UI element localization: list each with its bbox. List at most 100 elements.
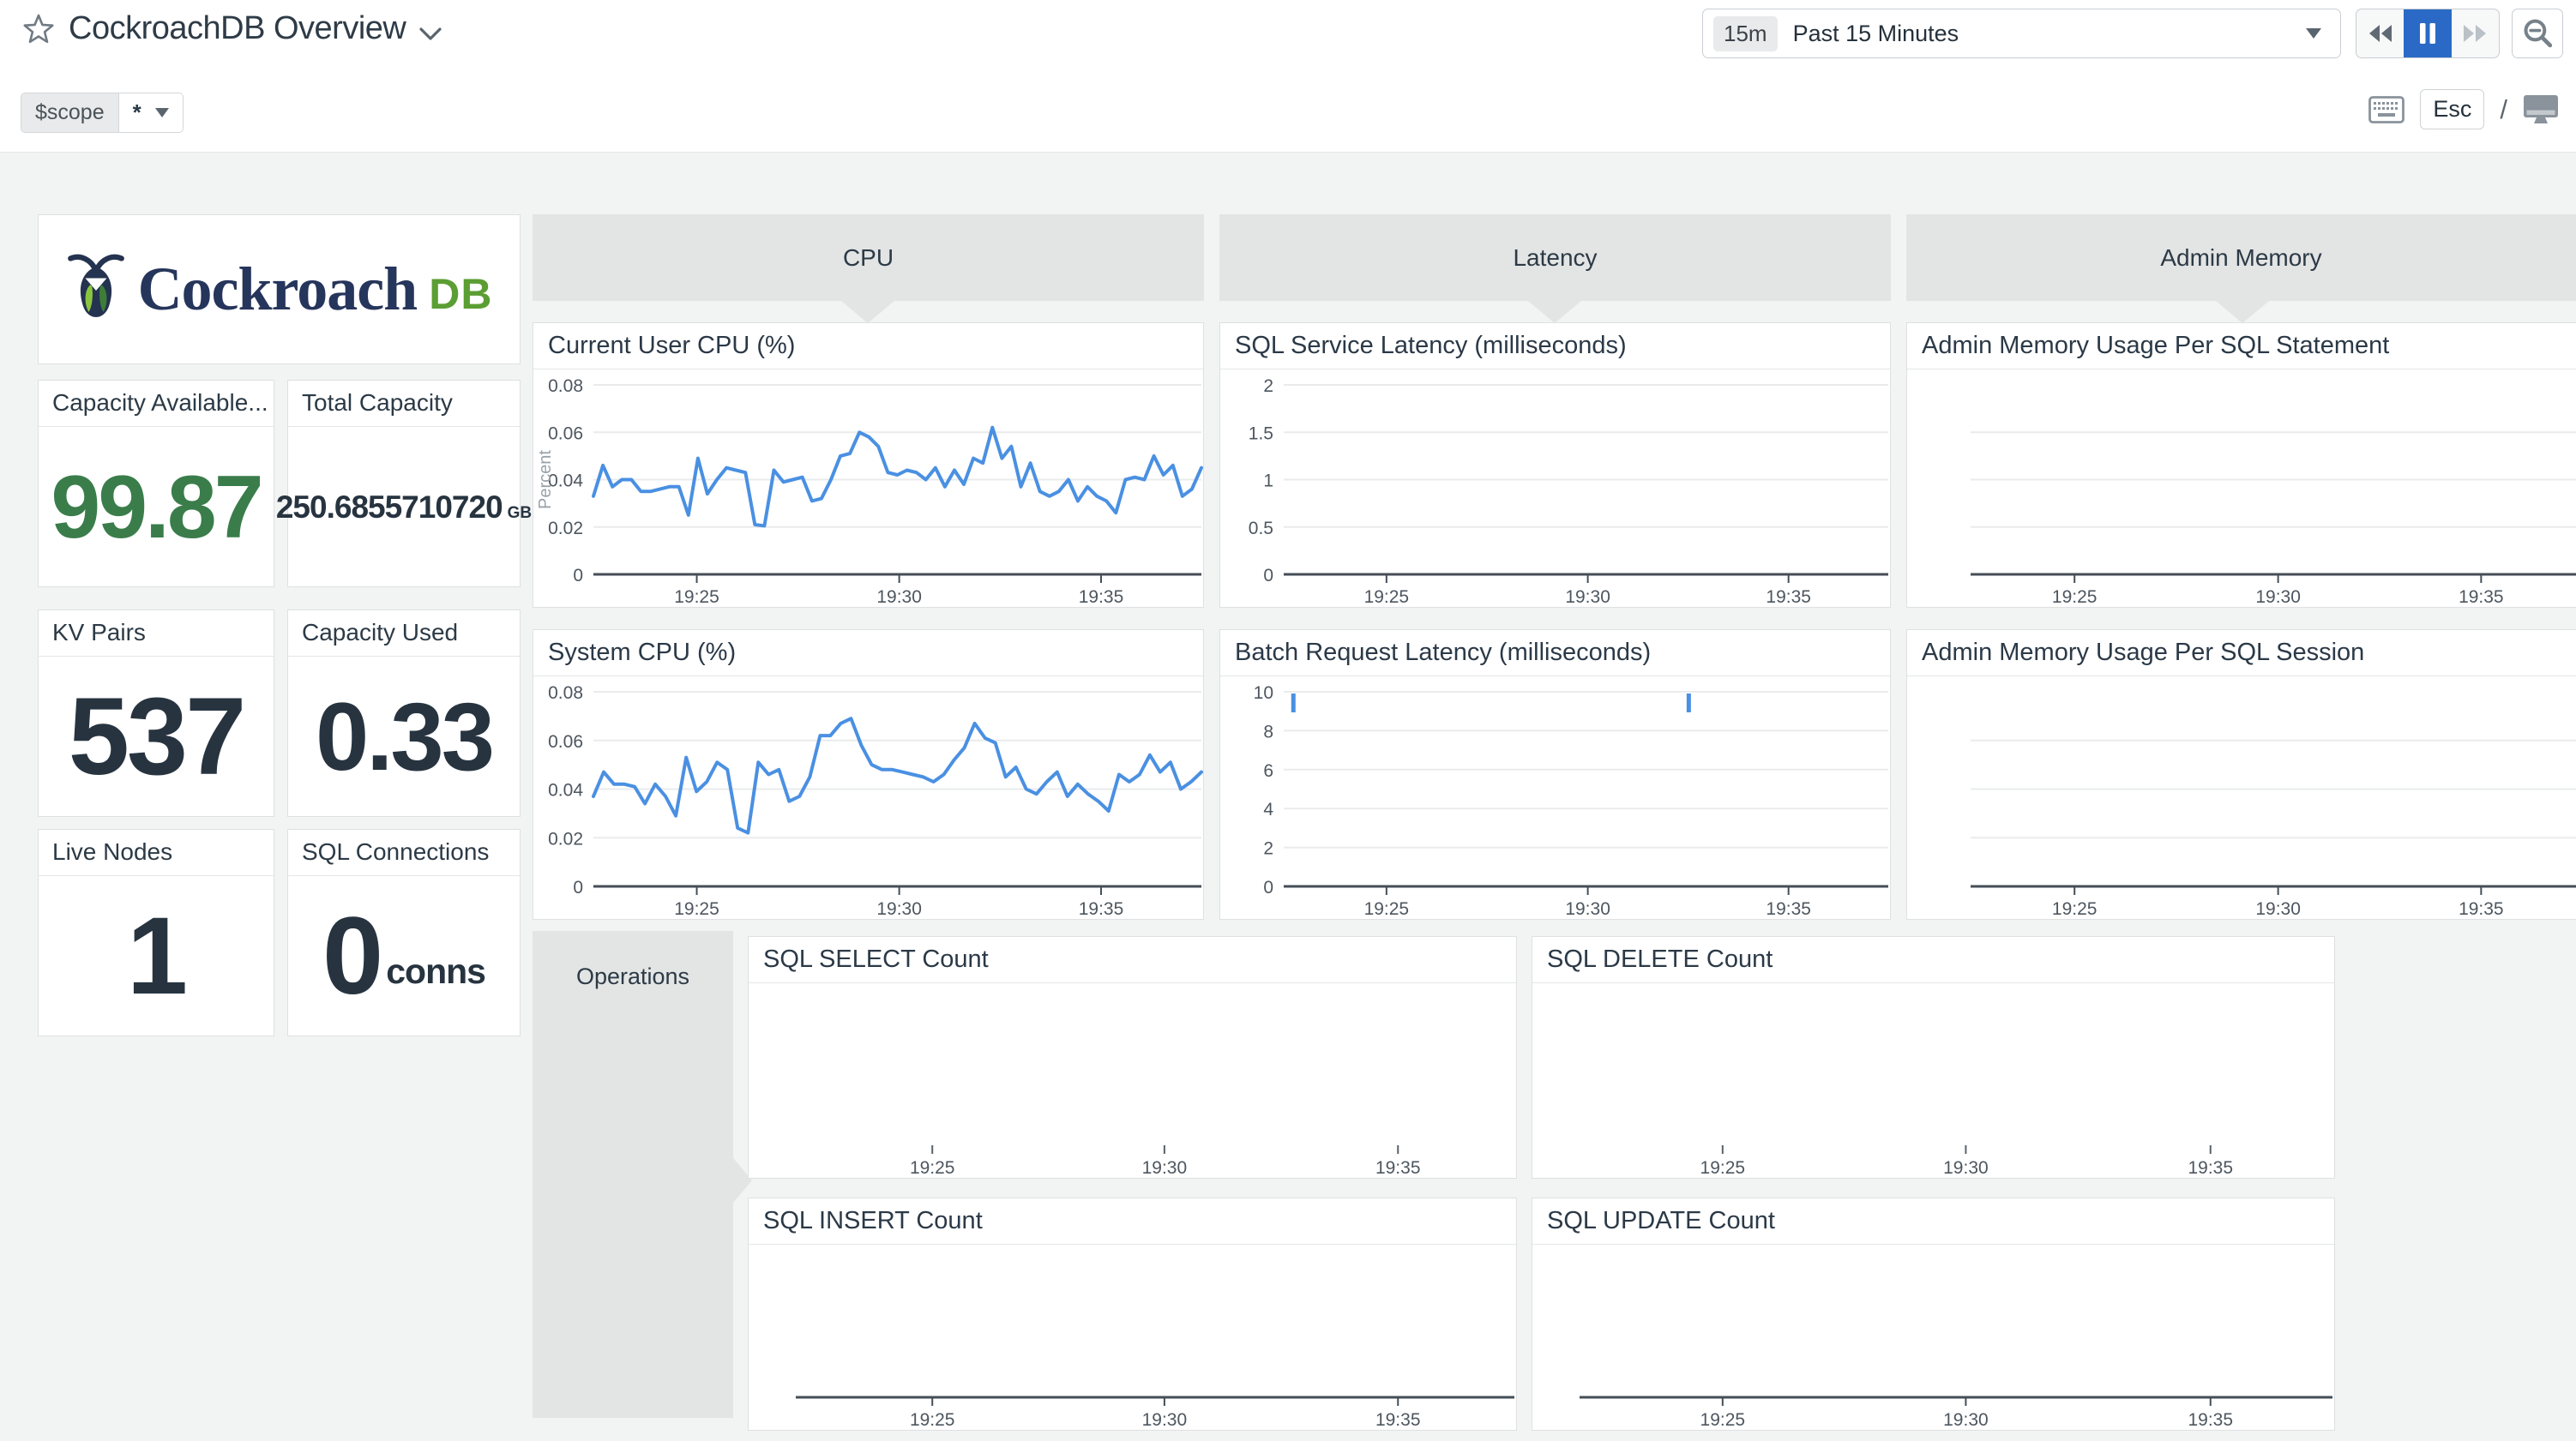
svg-text:0.08: 0.08 [548, 376, 583, 396]
chart-panel-admin-mem-session[interactable]: Admin Memory Usage Per SQL Session 19:25… [1906, 629, 2576, 920]
svg-text:19:35: 19:35 [2188, 1410, 2233, 1430]
header-bar: CockroachDB Overview 15m Past 15 Minutes [0, 0, 2576, 153]
fullscreen-monitor-icon[interactable] [2523, 94, 2559, 125]
stat-card-live-nodes[interactable]: Live Nodes 1 [38, 829, 274, 1036]
chart-title: SQL UPDATE Count [1532, 1198, 2334, 1245]
stat-value: 1 [126, 894, 188, 1018]
svg-text:19:35: 19:35 [1375, 1410, 1421, 1430]
pause-button[interactable] [2404, 9, 2452, 57]
stat-unit: conns [386, 952, 486, 991]
svg-text:1.5: 1.5 [1249, 423, 1273, 443]
svg-text:19:30: 19:30 [1943, 1158, 1989, 1178]
zoom-out-button[interactable] [2512, 9, 2563, 58]
chart-panel-admin-mem-statement[interactable]: Admin Memory Usage Per SQL Statement 19:… [1906, 322, 2576, 608]
stat-card-capacity-available[interactable]: Capacity Available... 99.87 [38, 380, 274, 587]
svg-text:0.08: 0.08 [548, 683, 583, 703]
group-label: CPU [842, 243, 894, 271]
group-header-cpu[interactable]: CPU [533, 214, 1204, 301]
svg-text:19:25: 19:25 [2052, 899, 2098, 919]
svg-text:19:30: 19:30 [876, 587, 922, 607]
stat-card-capacity-used[interactable]: Capacity Used 0.33 [287, 609, 521, 817]
svg-text:0.02: 0.02 [548, 829, 583, 849]
group-header-operations[interactable]: Operations [533, 931, 733, 1418]
svg-text:0: 0 [573, 566, 583, 585]
svg-text:19:25: 19:25 [1700, 1410, 1746, 1430]
chart-panel-sql-delete-count[interactable]: SQL DELETE Count 19:25 19:30 19:35 [1532, 936, 2335, 1179]
chart-panel-sql-update-count[interactable]: SQL UPDATE Count 19:25 19:30 19:35 [1532, 1198, 2335, 1431]
svg-text:0.02: 0.02 [548, 519, 583, 538]
fast-forward-button[interactable] [2452, 9, 2499, 57]
scope-label: $scope [21, 93, 119, 132]
svg-text:0: 0 [1263, 878, 1273, 898]
chart-panel-batch-request-latency[interactable]: Batch Request Latency (milliseconds) 10 8… [1219, 629, 1891, 920]
chart-panel-system-cpu[interactable]: System CPU (%) 0.08 0.06 0.04 0.02 0 19:25 19:… [533, 629, 1204, 920]
stat-card-kv-pairs[interactable]: KV Pairs 537 [38, 609, 274, 817]
stat-unit: GB [507, 504, 533, 522]
group-pointer-operations [733, 1158, 752, 1203]
svg-text:19:25: 19:25 [1364, 899, 1410, 919]
stat-label: Capacity Used [288, 610, 520, 657]
cockroach-bug-icon [67, 254, 124, 317]
stat-label: Capacity Available... [39, 381, 274, 427]
rewind-button[interactable] [2356, 9, 2404, 57]
group-header-latency[interactable]: Latency [1219, 214, 1891, 301]
svg-text:19:35: 19:35 [2459, 899, 2504, 919]
stat-value: 0.33 [316, 682, 495, 790]
svg-text:19:25: 19:25 [674, 587, 719, 607]
chart-title: Batch Request Latency (milliseconds) [1220, 630, 1890, 676]
chart-title: System CPU (%) [533, 630, 1203, 676]
cockroachdb-logo-panel: Cockroach DB [38, 214, 521, 364]
svg-text:19:30: 19:30 [876, 899, 922, 919]
stat-card-total-capacity[interactable]: Total Capacity 250.6855710720 GB [276, 380, 532, 587]
svg-text:19:35: 19:35 [1766, 899, 1811, 919]
chart-title: SQL SELECT Count [749, 937, 1516, 983]
svg-text:19:30: 19:30 [1943, 1410, 1989, 1430]
svg-text:10: 10 [1254, 683, 1273, 703]
stat-value: 0 [322, 894, 383, 1018]
group-pointer-latency [1528, 301, 1581, 323]
group-label: Operations [575, 964, 690, 989]
svg-text:0.06: 0.06 [548, 732, 583, 752]
svg-text:19:35: 19:35 [1766, 587, 1811, 607]
logo-wordmark: Cockroach [137, 255, 418, 323]
chart-title: Admin Memory Usage Per SQL Statement [1907, 323, 2576, 369]
zoom-out-icon [2524, 19, 2553, 48]
svg-text:19:25: 19:25 [1364, 587, 1410, 607]
time-range-selector[interactable]: 15m Past 15 Minutes [1702, 9, 2341, 58]
svg-text:19:25: 19:25 [2052, 587, 2098, 607]
chevron-down-icon[interactable] [419, 27, 442, 41]
svg-text:19:30: 19:30 [2255, 899, 2301, 919]
time-range-caret-icon [2306, 28, 2321, 39]
chart-panel-sql-insert-count[interactable]: SQL INSERT Count 19:25 19:30 19:35 [748, 1198, 1517, 1431]
stat-card-sql-connections[interactable]: SQL Connections 0 conns [287, 829, 521, 1036]
svg-text:19:25: 19:25 [910, 1410, 955, 1430]
svg-text:6: 6 [1263, 761, 1273, 781]
page-title: CockroachDB Overview [69, 10, 406, 46]
svg-text:19:30: 19:30 [1565, 587, 1610, 607]
svg-text:19:30: 19:30 [1565, 899, 1610, 919]
chart-panel-current-user-cpu[interactable]: Current User CPU (%) 0.08 0.06 0.04 0.02 0 19… [533, 322, 1204, 608]
chart-title: SQL INSERT Count [749, 1198, 1516, 1245]
svg-text:4: 4 [1263, 800, 1273, 820]
chart-panel-sql-service-latency[interactable]: SQL Service Latency (milliseconds) 2 1.5 1… [1219, 322, 1891, 608]
svg-text:19:25: 19:25 [910, 1158, 955, 1178]
group-pointer-admin-memory [2216, 301, 2269, 323]
svg-text:19:30: 19:30 [1142, 1158, 1188, 1178]
slash-separator: / [2500, 93, 2507, 124]
template-variable-scope: $scope * [21, 93, 184, 133]
stat-label: SQL Connections [288, 830, 520, 876]
svg-text:2: 2 [1263, 839, 1273, 859]
svg-text:0.5: 0.5 [1249, 519, 1273, 538]
keyboard-shortcuts-icon[interactable] [2368, 95, 2405, 123]
esc-key-button[interactable]: Esc [2420, 89, 2485, 129]
group-header-admin-memory[interactable]: Admin Memory [1906, 214, 2576, 301]
svg-text:8: 8 [1263, 722, 1273, 742]
scope-value-dropdown[interactable]: * [119, 93, 183, 132]
svg-text:19:30: 19:30 [1142, 1410, 1188, 1430]
group-pointer-cpu [841, 301, 894, 323]
chart-panel-sql-select-count[interactable]: SQL SELECT Count 19:25 19:30 19:35 [748, 936, 1517, 1179]
time-range-badge: 15m [1713, 15, 1778, 51]
svg-text:19:35: 19:35 [1079, 587, 1124, 607]
stat-value: 99.87 [51, 457, 263, 557]
favorite-star-icon[interactable] [22, 13, 55, 45]
